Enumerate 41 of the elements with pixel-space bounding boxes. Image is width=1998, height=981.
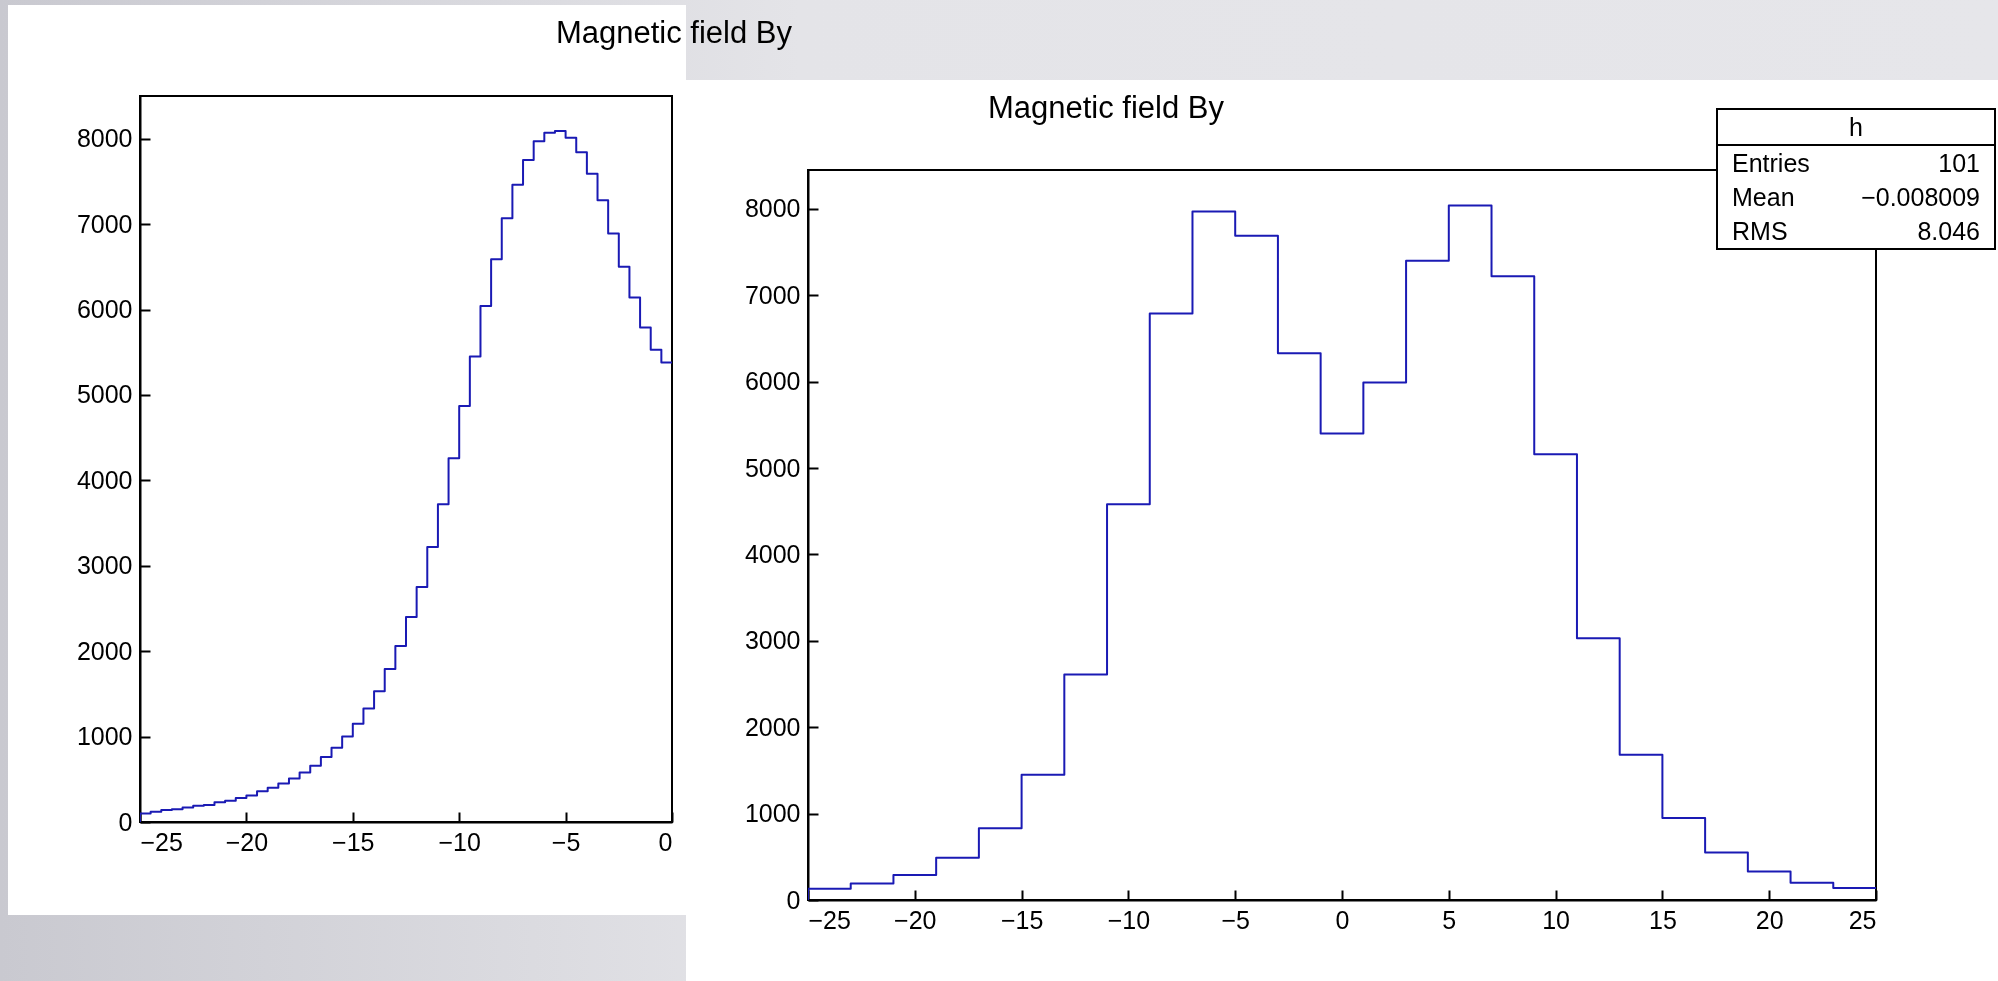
y-tick-label: 7000 <box>744 280 801 309</box>
x-tick-label: 25 <box>1848 905 1877 934</box>
x-tick-label: 0 <box>1335 905 1350 934</box>
y-tick-label: 0 <box>118 807 133 836</box>
x-tick-label: −10 <box>438 827 481 856</box>
y-tick-label: 5000 <box>744 453 801 482</box>
x-tick-label: −5 <box>1221 905 1250 934</box>
x-tick-label: 0 <box>658 827 673 856</box>
x-tick-label: −20 <box>225 827 269 856</box>
y-tick-label: 2000 <box>76 636 133 665</box>
y-tick-label: 2000 <box>744 712 801 741</box>
x-tick-label: −20 <box>894 905 937 934</box>
x-tick-label: 20 <box>1755 905 1784 934</box>
y-tick-label: 4000 <box>76 465 133 494</box>
chart-title: Magnetic field By <box>554 15 794 51</box>
y-tick-label: 1000 <box>744 799 801 828</box>
x-tick-label: 10 <box>1542 905 1571 934</box>
text: h <box>1718 110 1994 146</box>
y-tick-label: 5000 <box>76 380 133 409</box>
chart-title: Magnetic field By <box>986 90 1226 126</box>
x-tick-label: −15 <box>332 827 375 856</box>
x-tick-label: 15 <box>1648 905 1677 934</box>
x-tick-label: −10 <box>1107 905 1151 934</box>
y-tick-label: 1000 <box>76 722 133 751</box>
text: Entries 101 <box>1732 149 1980 177</box>
y-tick-label: 3000 <box>76 551 133 580</box>
y-tick-label: 0 <box>786 885 801 914</box>
y-tick-label: 8000 <box>76 124 133 153</box>
x-tick-label: 5 <box>1442 905 1457 934</box>
y-tick-label: 8000 <box>744 194 801 223</box>
text: RMS 8.046 <box>1732 217 1980 245</box>
y-tick-label: 4000 <box>744 539 801 568</box>
y-tick-label: 6000 <box>744 367 801 396</box>
y-tick-label: 7000 <box>76 209 133 238</box>
y-tick-label: 6000 <box>76 295 133 324</box>
y-tick-label: 3000 <box>744 626 801 655</box>
x-tick-label: −25 <box>808 905 851 934</box>
text: Mean −0.008009 <box>1732 183 1980 211</box>
x-tick-label: −15 <box>1000 905 1044 934</box>
x-tick-label: −5 <box>551 827 581 856</box>
x-tick-label: −25 <box>140 827 183 856</box>
